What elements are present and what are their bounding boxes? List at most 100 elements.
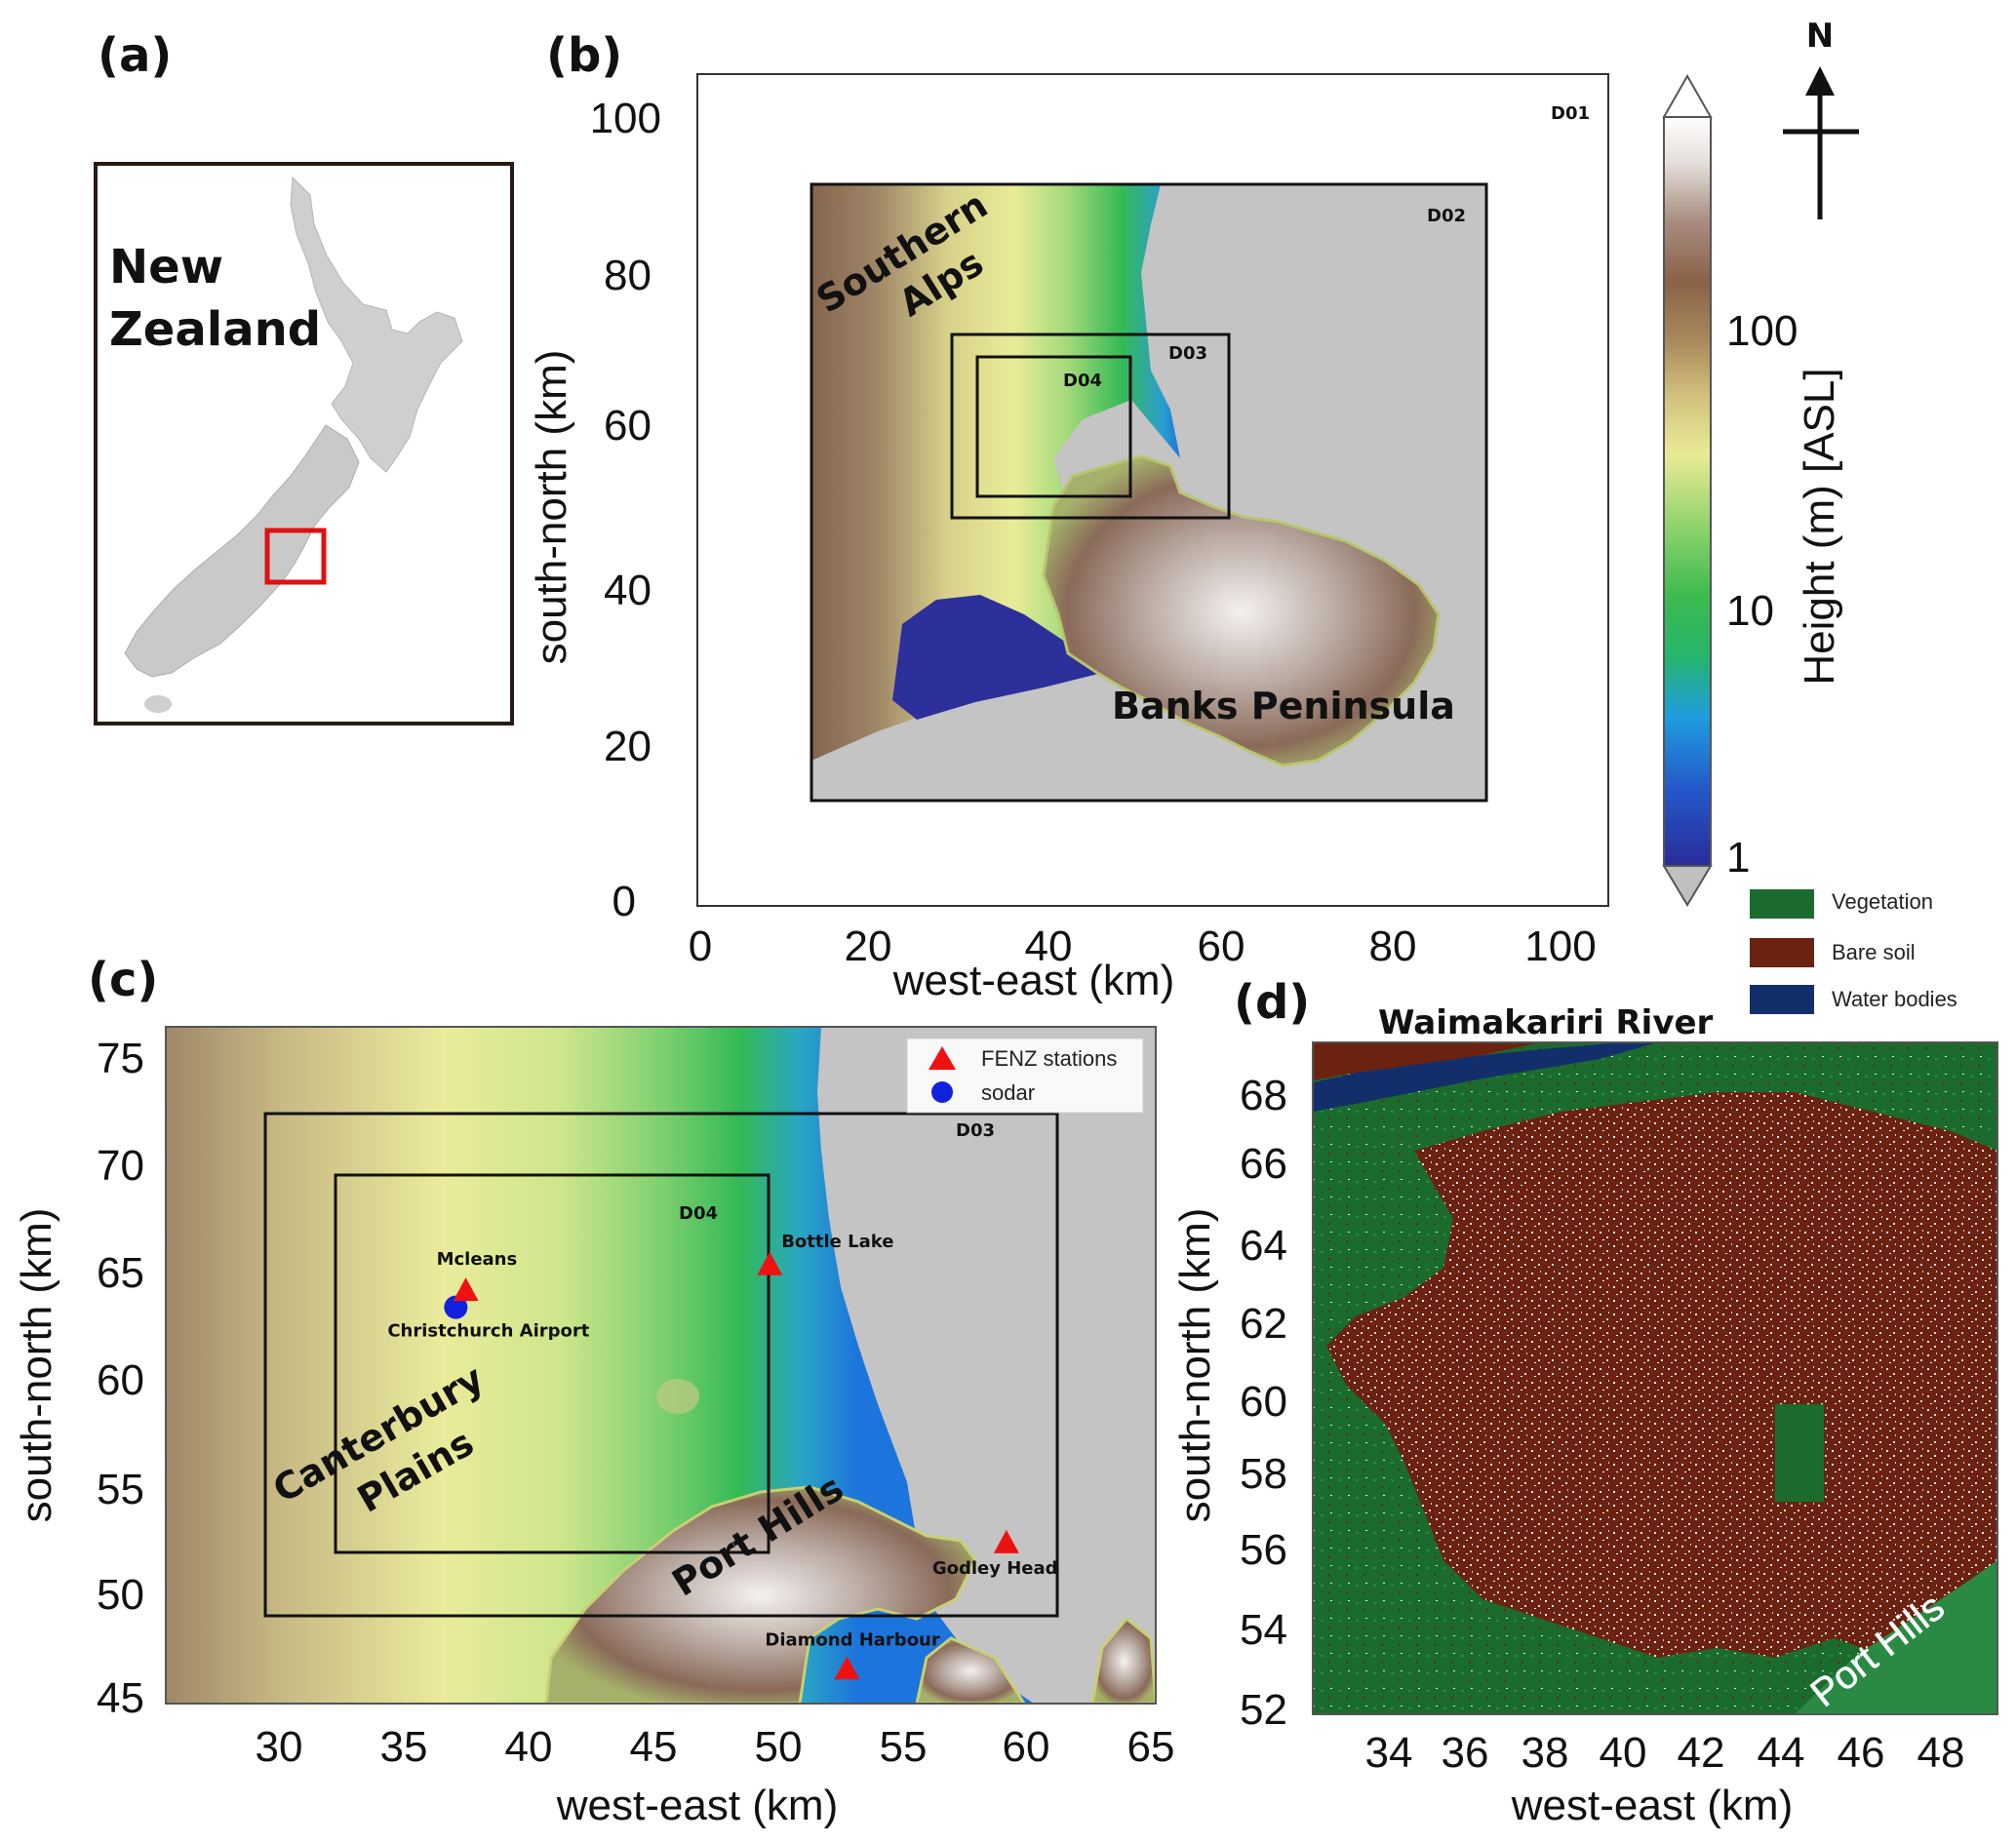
study-area-inset-box bbox=[264, 528, 327, 585]
c-ytick-60: 60 bbox=[97, 1356, 144, 1404]
d-ytick-52: 52 bbox=[1240, 1686, 1287, 1734]
fenz-station-marker bbox=[453, 1277, 479, 1302]
d-xtick-48: 48 bbox=[1917, 1729, 1965, 1777]
c-xtick-55: 55 bbox=[880, 1723, 928, 1771]
c-ytick-50: 50 bbox=[97, 1571, 144, 1619]
b-ytick-20: 20 bbox=[604, 723, 652, 770]
c-d04-box bbox=[334, 1173, 771, 1554]
colorbar-bar bbox=[1663, 116, 1712, 867]
legend-bare-soil-label: Bare soil bbox=[1832, 940, 1916, 964]
panel-d-y-ticks: 52 54 56 58 60 62 64 66 68 bbox=[1240, 1072, 1287, 1734]
b-xtick-40: 40 bbox=[1025, 922, 1073, 970]
c-legend-sodar-label: sodar bbox=[981, 1080, 1035, 1105]
stewart-island-shape bbox=[144, 695, 172, 713]
panel-d-ylabel: south-north (km) bbox=[1171, 1208, 1219, 1523]
country-name-line2: Zealand bbox=[109, 302, 321, 357]
c-legend-fenz-label: FENZ stations bbox=[981, 1046, 1117, 1071]
water-bodies-swatch-icon bbox=[1750, 985, 1814, 1014]
lake-ellesmere bbox=[892, 595, 1102, 720]
b-ytick-80: 80 bbox=[604, 252, 652, 299]
b-ytick-60: 60 bbox=[604, 402, 652, 450]
panel-b-y-ticks: 0 20 40 60 80 100 bbox=[590, 95, 661, 925]
c-ytick-45: 45 bbox=[97, 1674, 144, 1722]
d04-box bbox=[975, 355, 1132, 498]
d-xtick-42: 42 bbox=[1678, 1729, 1725, 1777]
c-xtick-30: 30 bbox=[256, 1723, 303, 1771]
c-ytick-65: 65 bbox=[97, 1249, 144, 1297]
d-xtick-44: 44 bbox=[1758, 1729, 1805, 1777]
fenz-station-label: Mcleans bbox=[437, 1249, 518, 1270]
panel-b-ylabel: south-north (km) bbox=[528, 350, 575, 665]
c-d04-label: D04 bbox=[679, 1203, 718, 1224]
d-ytick-56: 56 bbox=[1240, 1526, 1287, 1574]
banks-peninsula-label: Banks Peninsula bbox=[1112, 685, 1455, 727]
d-ytick-68: 68 bbox=[1240, 1072, 1287, 1119]
panel-b-xlabel: west-east (km) bbox=[892, 957, 1174, 1004]
b-xtick-0: 0 bbox=[689, 922, 712, 970]
colorbar-top-extension bbox=[1662, 73, 1713, 118]
d03-box bbox=[950, 333, 1231, 520]
c-ytick-70: 70 bbox=[97, 1142, 144, 1190]
colorbar-label: Height (m) [ASL] bbox=[1796, 368, 1843, 685]
river-bed-soil bbox=[1313, 1042, 1541, 1080]
b-xtick-80: 80 bbox=[1369, 922, 1417, 970]
panel-c-frame bbox=[165, 1026, 1157, 1705]
panel-a-label: (a) bbox=[98, 28, 172, 83]
panel-c-ylabel: south-north (km) bbox=[13, 1208, 60, 1523]
fenz-station-marker bbox=[757, 1251, 783, 1275]
b-xtick-60: 60 bbox=[1198, 922, 1245, 970]
waimakariri-river bbox=[1313, 1042, 1658, 1112]
hagley-park-vegetation bbox=[1775, 1404, 1824, 1502]
panel-c-legend: FENZ stations sodar bbox=[906, 1038, 1144, 1114]
bare-soil-swatch-icon bbox=[1750, 938, 1814, 967]
legend-vegetation-label: Vegetation bbox=[1832, 889, 1933, 914]
fenz-station-marker bbox=[993, 1529, 1019, 1553]
d-ytick-54: 54 bbox=[1240, 1606, 1287, 1654]
d01-frame bbox=[696, 73, 1609, 907]
panel-c-xlabel: west-east (km) bbox=[556, 1782, 838, 1829]
urban-bare-soil bbox=[1326, 1092, 1997, 1658]
d-xtick-36: 36 bbox=[1442, 1729, 1489, 1777]
colorbar-tick-1: 1 bbox=[1726, 834, 1750, 882]
banks-peninsula-terrain bbox=[1042, 454, 1441, 767]
d-xtick-46: 46 bbox=[1838, 1729, 1885, 1777]
panel-c-sea bbox=[817, 1027, 1156, 1704]
land-cover-legend: Vegetation Bare soil Water bodies bbox=[1750, 889, 1957, 1014]
panel-d-xlabel: west-east (km) bbox=[1511, 1782, 1793, 1829]
c-xtick-50: 50 bbox=[755, 1723, 803, 1771]
south-island-shape bbox=[124, 424, 360, 678]
panel-c-x-ticks: 30 35 40 45 50 55 60 65 bbox=[256, 1723, 1175, 1771]
north-arrow-icon: N bbox=[1783, 17, 1859, 219]
c-xtick-40: 40 bbox=[505, 1723, 553, 1771]
c-xtick-35: 35 bbox=[380, 1723, 428, 1771]
b-xtick-20: 20 bbox=[845, 922, 892, 970]
c-ytick-75: 75 bbox=[97, 1035, 144, 1082]
colorbar-bottom-extension bbox=[1662, 865, 1713, 907]
panel-c-label: (c) bbox=[88, 953, 158, 1007]
country-name-line1: New bbox=[109, 240, 223, 294]
red-triangle-icon bbox=[929, 1046, 956, 1070]
fenz-station-label: Bottle Lake bbox=[781, 1232, 893, 1252]
colorbar: 100 10 1 Height (m) [ASL] bbox=[1662, 73, 1843, 907]
b-ytick-0: 0 bbox=[613, 878, 636, 925]
fenz-station-label: Godley Head bbox=[932, 1558, 1058, 1579]
d02-label: D02 bbox=[1427, 206, 1466, 226]
panel-b-x-ticks: 0 20 40 60 80 100 bbox=[689, 922, 1597, 970]
d-xtick-40: 40 bbox=[1600, 1729, 1647, 1777]
fenz-station-marker bbox=[834, 1656, 860, 1680]
b-ytick-40: 40 bbox=[604, 567, 652, 614]
blue-circle-icon bbox=[931, 1081, 953, 1103]
c-xtick-65: 65 bbox=[1127, 1723, 1175, 1771]
c-xtick-60: 60 bbox=[1003, 1723, 1050, 1771]
fenz-station-label: Diamond Harbour bbox=[765, 1629, 939, 1650]
d03-label: D03 bbox=[1168, 343, 1207, 364]
north-arrow-label: N bbox=[1806, 17, 1834, 56]
b-ytick-100: 100 bbox=[590, 95, 661, 142]
colorbar-tick-100: 100 bbox=[1726, 307, 1798, 355]
d-ytick-60: 60 bbox=[1240, 1378, 1287, 1426]
panel-c-markers: Christchurch Airport Mcleans Bottle Lake Go… bbox=[387, 1232, 1058, 1680]
c-d03-box bbox=[263, 1112, 1059, 1618]
d01-label: D01 bbox=[1551, 103, 1590, 124]
legend-water-bodies-label: Water bodies bbox=[1832, 987, 1957, 1011]
panel-d-title: Waimakariri River bbox=[1378, 1003, 1714, 1042]
